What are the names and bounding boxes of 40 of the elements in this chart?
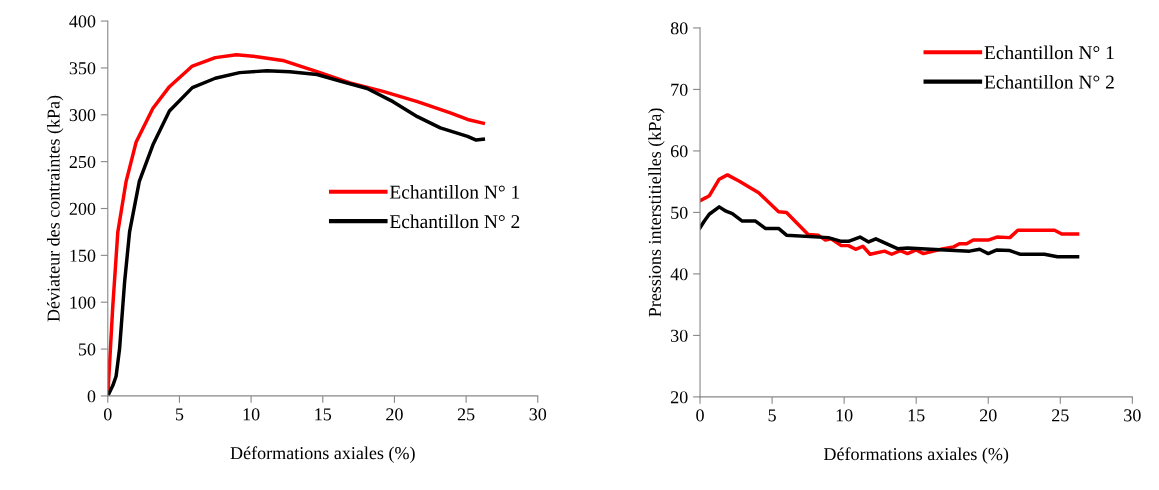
x-tick-label: 10 <box>243 408 260 421</box>
y-axis-title: Déviateur des contraintes (kPa) <box>46 95 64 322</box>
y-tick-label: 350 <box>69 62 96 75</box>
y-tick-label: 50 <box>671 206 688 219</box>
x-tick-label: 15 <box>315 408 332 421</box>
y-tick-label: 0 <box>87 390 96 403</box>
x-tick-label: 15 <box>908 409 925 422</box>
x-tick-label: 20 <box>980 409 997 422</box>
y-tick-label: 250 <box>69 155 96 169</box>
x-tick-label: 5 <box>768 409 776 422</box>
legend-label: Echantillon N° 1 <box>984 45 1114 60</box>
y-tick-label: 30 <box>671 329 688 342</box>
y-tick-label: 50 <box>78 343 96 356</box>
x-tick-label: 5 <box>175 408 184 421</box>
y-tick-label: 150 <box>70 249 96 262</box>
x-tick-label: 30 <box>529 408 547 421</box>
x-tick-label: 20 <box>386 408 403 421</box>
y-tick-label: 40 <box>670 268 688 281</box>
x-tick-label: 25 <box>1052 409 1069 422</box>
y-tick-label: 20 <box>670 391 688 404</box>
legend-label: Echantillon N° 2 <box>984 74 1114 89</box>
y-tick-label: 60 <box>670 145 688 158</box>
y-tick-label: 80 <box>670 22 688 35</box>
y-tick-label: 400 <box>69 15 96 28</box>
x-axis-title: Déformations axiales (%) <box>823 447 1009 464</box>
line-series <box>700 173 1080 256</box>
x-tick-label: 10 <box>836 409 853 422</box>
line-series <box>700 205 1080 259</box>
y-tick-label: 70 <box>671 83 688 96</box>
y-tick-label: 100 <box>70 296 96 309</box>
x-tick-label: 30 <box>1124 409 1141 422</box>
y-tick-label: 300 <box>69 109 96 122</box>
x-tick-label: 0 <box>103 408 112 421</box>
x-tick-label: 0 <box>696 409 704 422</box>
y-tick-label: 200 <box>69 202 96 215</box>
x-axis-title: Déformations axiales (%) <box>230 446 415 463</box>
y-axis-title: Pressions interstitielles (kPa) <box>648 108 665 317</box>
legend-label: Echantillon N° 1 <box>389 185 520 199</box>
legend-label: Echantillon N° 2 <box>389 214 520 229</box>
x-tick-label: 25 <box>457 408 475 421</box>
